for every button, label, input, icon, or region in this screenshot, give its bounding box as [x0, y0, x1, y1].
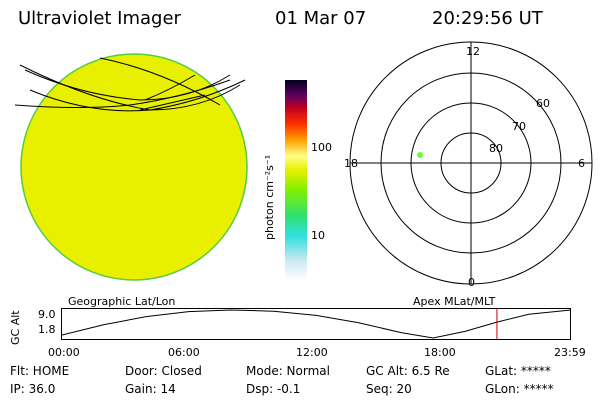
mlt-label-12: 12	[466, 45, 480, 58]
status-glat: GLat: *****	[485, 364, 551, 378]
status-glon: GLon: *****	[485, 382, 554, 396]
yaxis-label: GC Alt	[9, 310, 22, 345]
ytick-bottom: 1.8	[38, 323, 56, 336]
xtick-4: 23:59	[554, 346, 586, 359]
status-gcalt: GC Alt: 6.5 Re	[366, 364, 450, 378]
colorbar-tick-10: 10	[311, 229, 325, 242]
apex-label: Apex MLat/MLT	[413, 295, 496, 308]
xtick-0: 00:00	[48, 346, 80, 359]
colorbar-tick-100: 100	[311, 141, 332, 154]
xtick-2: 12:00	[296, 346, 328, 359]
status-door: Door: Closed	[125, 364, 202, 378]
status-gain: Gain: 14	[125, 382, 176, 396]
status-seq: Seq: 20	[366, 382, 412, 396]
mlt-label-18: 18	[344, 157, 358, 170]
mlt-label-0: 0	[468, 276, 475, 289]
date-label: 01 Mar 07	[275, 8, 367, 29]
ytick-top: 9.0	[38, 308, 56, 321]
time-label: 20:29:56 UT	[432, 8, 543, 29]
status-ip: IP: 36.0	[10, 382, 56, 396]
status-mode: Mode: Normal	[246, 364, 330, 378]
xtick-1: 06:00	[168, 346, 200, 359]
altitude-series-line	[61, 309, 571, 339]
earth-disk	[20, 53, 248, 281]
lat-label-70: 70	[512, 120, 526, 133]
lat-label-80: 80	[489, 142, 503, 155]
earth-image	[14, 53, 248, 281]
colorbar	[285, 80, 307, 280]
geographic-label: Geographic Lat/Lon	[68, 295, 176, 308]
grid-lines	[14, 57, 246, 112]
instrument-title: Ultraviolet Imager	[18, 8, 181, 29]
altitude-chart	[61, 308, 571, 340]
polar-plot	[349, 41, 593, 285]
status-dsp: Dsp: -0.1	[246, 382, 301, 396]
aurora-point	[417, 152, 423, 158]
status-flt: Flt: HOME	[10, 364, 70, 378]
xtick-3: 18:00	[424, 346, 456, 359]
colorbar-label: photon cm⁻²s⁻¹	[263, 154, 276, 240]
lat-label-60: 60	[536, 97, 550, 110]
mlt-label-6: 6	[578, 157, 585, 170]
